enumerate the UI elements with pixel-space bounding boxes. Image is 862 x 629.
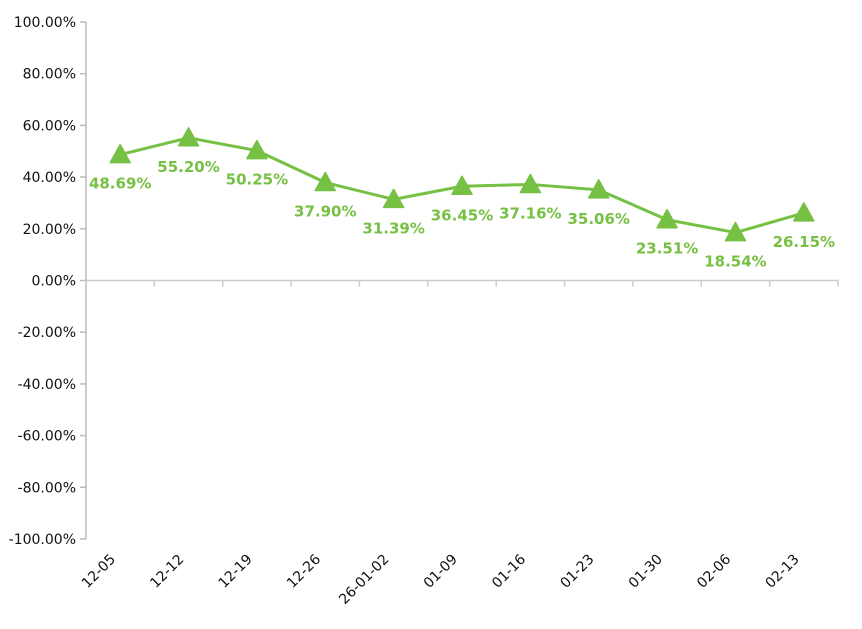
y-tick-label: -20.00% <box>18 325 76 341</box>
x-tick-label: 02-06 <box>694 551 734 591</box>
x-tick-label: 01-16 <box>489 551 529 591</box>
data-label: 23.51% <box>636 240 698 258</box>
x-tick-label: 12-12 <box>147 552 187 592</box>
data-point-triangle <box>793 202 815 222</box>
x-tick-label: 12-05 <box>79 552 119 592</box>
y-tick-label: -60.00% <box>18 429 76 445</box>
y-tick-label: -40.00% <box>18 377 76 393</box>
y-tick-label: -100.00% <box>9 532 76 548</box>
y-tick-label: -80.00% <box>18 480 76 496</box>
data-label: 37.90% <box>294 203 356 221</box>
data-point-triangle <box>656 208 678 229</box>
data-label: 36.45% <box>431 206 493 224</box>
data-label: 18.54% <box>704 253 766 271</box>
data-label: 37.16% <box>499 204 561 222</box>
data-point-triangle <box>246 139 268 160</box>
x-tick-label: 01-30 <box>626 552 666 592</box>
x-tick-label: 01-09 <box>421 552 461 592</box>
data-point-triangle <box>177 127 200 147</box>
data-label: 26.15% <box>773 233 835 251</box>
data-label: 35.06% <box>567 210 629 228</box>
data-point-triangle <box>382 188 405 209</box>
x-tick-label: 01-23 <box>557 552 597 592</box>
data-point-triangle <box>587 179 610 199</box>
data-label: 31.39% <box>362 219 424 237</box>
data-label: 55.20% <box>157 158 219 176</box>
x-tick-label: 26-01-02 <box>336 552 392 608</box>
data-point-triangle <box>314 171 337 192</box>
y-tick-label: 0.00% <box>32 274 76 290</box>
y-tick-label: 80.00% <box>23 67 76 83</box>
data-point-triangle <box>519 173 542 194</box>
y-tick-label: 100.00% <box>14 15 76 31</box>
y-tick-label: 60.00% <box>23 118 76 134</box>
x-tick-label: 12-26 <box>284 551 324 591</box>
data-label: 50.25% <box>226 171 288 189</box>
data-label: 48.69% <box>89 175 151 193</box>
y-tick-label: 20.00% <box>23 222 76 238</box>
data-point-triangle <box>451 175 473 196</box>
y-tick-label: 40.00% <box>23 170 76 186</box>
x-tick-label: 02-13 <box>763 552 803 592</box>
data-point-triangle <box>109 143 131 164</box>
x-tick-label: 12-19 <box>216 552 256 592</box>
data-point-triangle <box>724 221 747 242</box>
